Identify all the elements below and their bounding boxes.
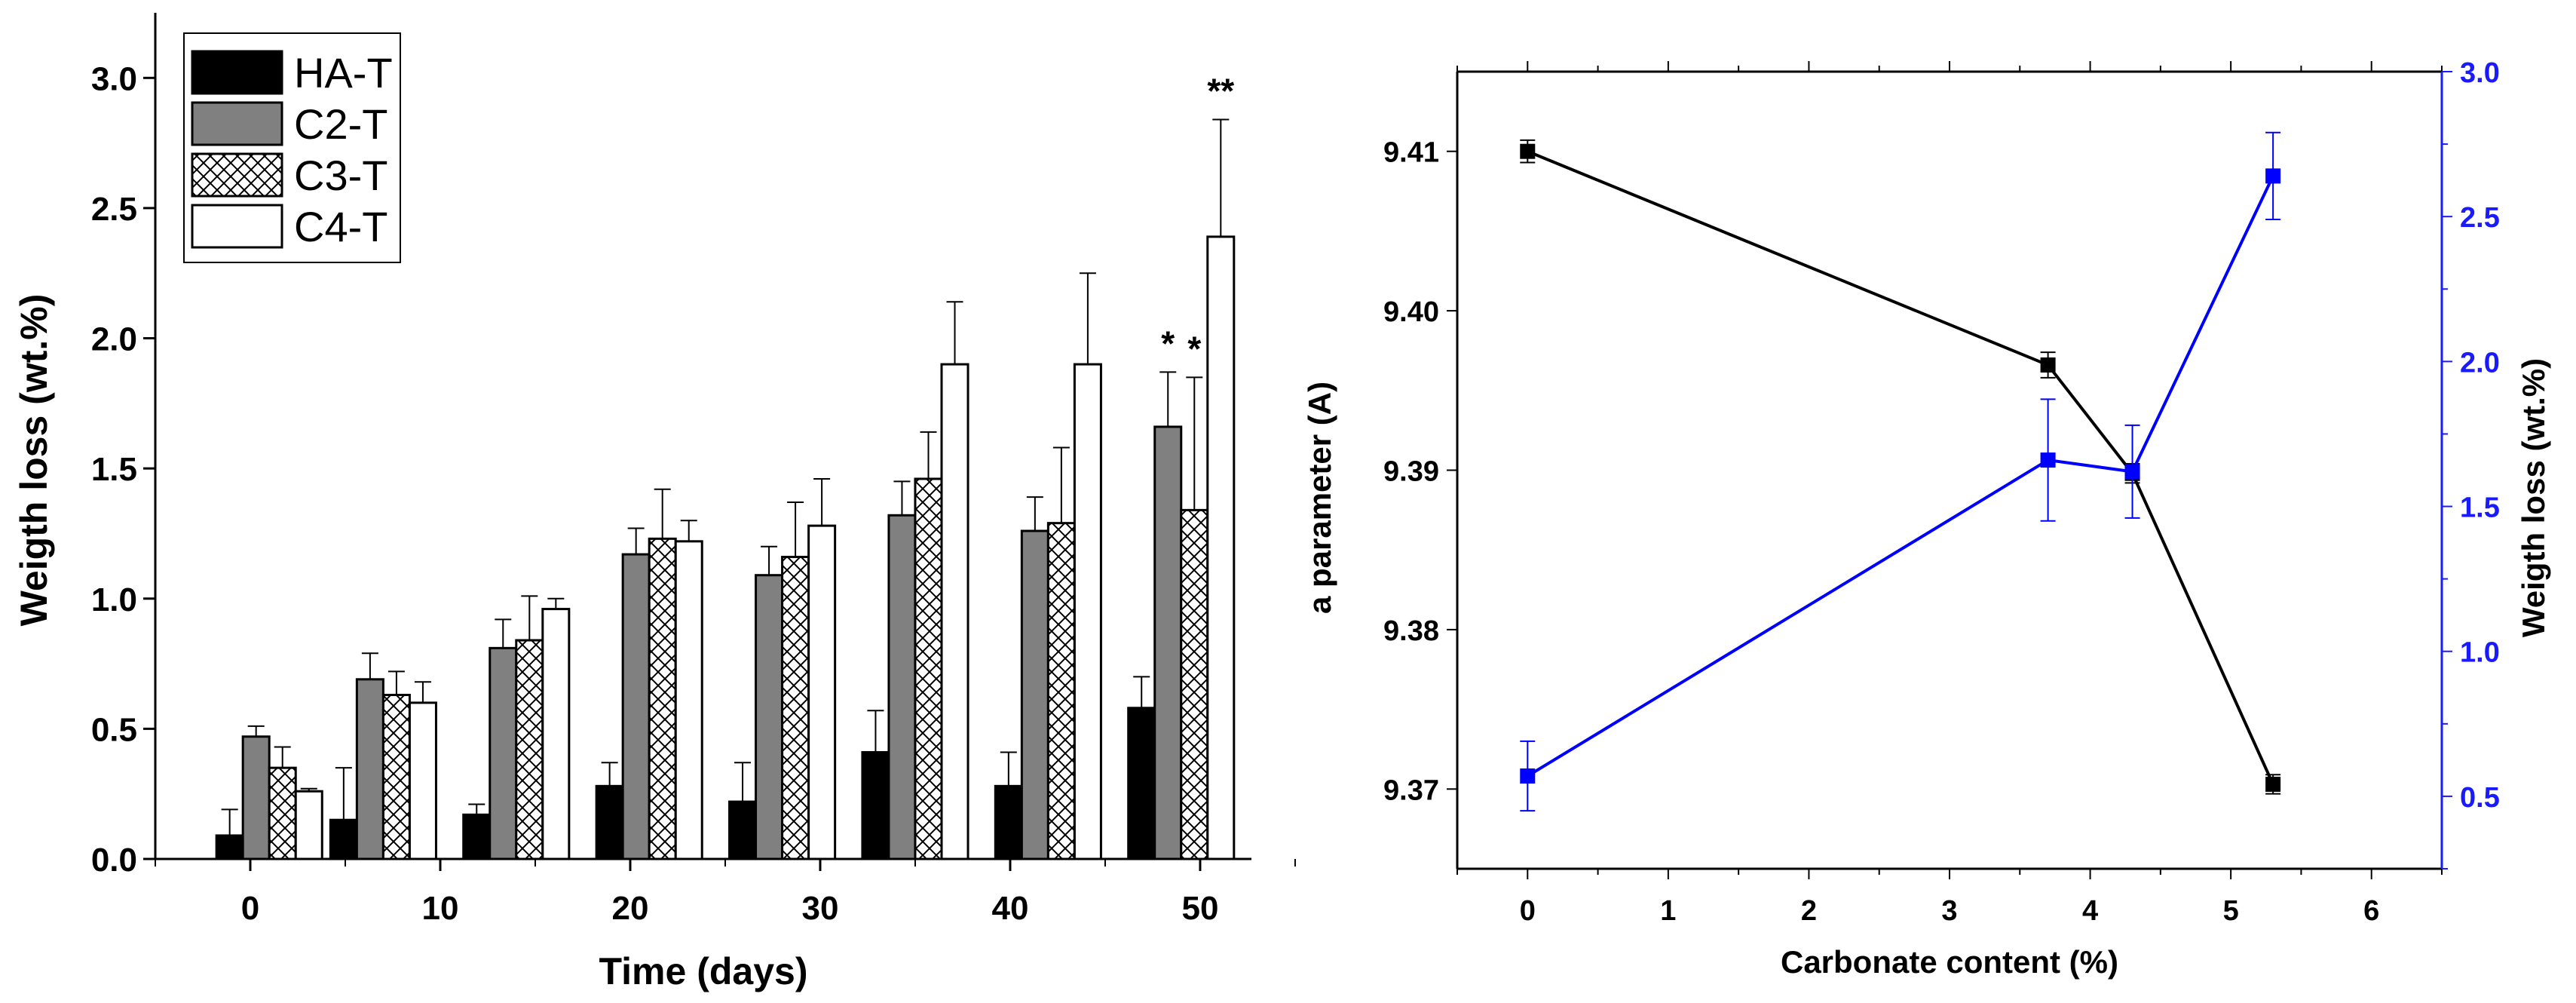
bar-c4-t: [807, 524, 837, 860]
legend-label: C3-T: [294, 152, 387, 199]
bar-c2-t: [621, 553, 651, 860]
x-axis-title: Time (days): [599, 950, 808, 992]
bar-c3-t: [381, 694, 411, 860]
legend-swatch-c4-t: [191, 204, 283, 249]
legend-swatch-ha-t: [191, 50, 283, 95]
bar-c3-t: [648, 537, 677, 860]
bar-ha-t: [462, 813, 492, 860]
bar-c2-t: [1153, 425, 1183, 860]
bar-ha-t: [1127, 707, 1156, 860]
line-marks: [1520, 131, 2281, 812]
y-axis-title: Weigth loss (wt.%): [13, 294, 55, 627]
x-tick-label: 0: [241, 890, 259, 927]
bar-c2-t: [887, 514, 917, 860]
bar-c2-t: [489, 646, 518, 860]
bar-c3-t: [268, 766, 297, 860]
bar-c4-t: [674, 540, 703, 860]
bar-c2-t: [241, 735, 271, 860]
x-tick-label: 10: [422, 890, 459, 927]
right-y-tick-label: 1.0: [2460, 637, 2500, 669]
x-tick-label: 4: [2082, 895, 2098, 927]
right-y-tick-label: 2.5: [2460, 202, 2500, 234]
bar-ha-t: [994, 784, 1023, 860]
left-chart-axes: 0 10 20 30 40 50 0.0 0.5 1.0 1.5 2.0 2.5 3.0: [91, 13, 1296, 927]
left-y-tick-label: 9.38: [1383, 615, 1439, 647]
bar-ha-t: [861, 750, 890, 860]
bar-c4-t: [940, 363, 969, 860]
left-y-tick-label: 9.40: [1383, 296, 1439, 328]
bar-c2-t: [1020, 529, 1049, 860]
right-y-tick-label: 3.0: [2460, 57, 2500, 89]
x-tick-label: 5: [2223, 895, 2239, 927]
weight-loss-bar-chart: * *** 0 10 20 30 40 500.00.51.01.52.02.53.0 Ti…: [13, 13, 1296, 992]
legend: HA-TC2-TC3-TC4-T: [183, 32, 401, 263]
left-y-tick-label: 9.37: [1383, 774, 1439, 806]
significance-marker: *: [1187, 329, 1201, 368]
significance-marker: **: [1207, 72, 1234, 111]
y-tick-label: 2.0: [91, 321, 137, 358]
y-tick-label: 1.0: [91, 581, 137, 618]
bar-ha-t: [595, 784, 624, 860]
data-point-right: [1520, 768, 1536, 784]
bar-c3-t: [781, 556, 810, 860]
y-tick-label: 0.0: [91, 842, 137, 879]
significance-marker: *: [1161, 324, 1175, 363]
data-point-right: [2124, 464, 2140, 480]
x-tick-label: 6: [2363, 895, 2379, 927]
x-tick-label: 20: [612, 890, 649, 927]
bar-c4-t: [541, 608, 571, 860]
right-y-tick-label: 0.5: [2460, 782, 2500, 814]
legend-swatch-c2-t: [191, 101, 283, 146]
data-point-right: [2040, 452, 2056, 468]
bar-ha-t: [215, 834, 244, 860]
left-y-tick-label: 9.39: [1383, 456, 1439, 488]
bar-c4-t: [294, 790, 323, 860]
right-y-tick-label: 2.0: [2460, 347, 2500, 379]
legend-label: C4-T: [294, 203, 387, 250]
left-y-axis-title: a parameter (A): [1302, 382, 1337, 614]
data-point-right: [2265, 168, 2281, 184]
data-point-left: [2265, 776, 2281, 792]
bar-ha-t: [329, 818, 358, 860]
bar-marks: * ***: [215, 72, 1236, 860]
bar-c3-t: [1046, 522, 1076, 860]
bar-c3-t: [1180, 508, 1209, 860]
legend-label: C2-T: [294, 100, 387, 148]
legend-label: HA-T: [294, 49, 393, 97]
legend-swatch-c3-t: [191, 152, 283, 198]
y-tick-label: 2.5: [91, 191, 137, 228]
right-y-axis-title: Weigth loss (wt.%): [2516, 358, 2551, 637]
x-tick-label: 1: [1660, 895, 1676, 927]
bar-c2-t: [355, 678, 384, 860]
y-tick-label: 1.5: [91, 451, 137, 488]
bar-c4-t: [1206, 235, 1236, 860]
x-tick-label: 3: [1941, 895, 1957, 927]
y-tick-label: 3.0: [91, 60, 137, 97]
right-chart-axes: 0 1 2 3 4 5 6 9.37 9.38 9.39 9.40 9.41 0.5 1.0 1.5 2.0 2…: [1383, 57, 2500, 927]
carbonate-line-chart: 0 1 2 3 4 5 6 9.37 9.38 9.39 9.40 9.41 0.5 1.0 1.5 2.0 2…: [1302, 57, 2551, 980]
series-line-right: [1527, 175, 2274, 778]
x-tick-label: 0: [1520, 895, 1536, 927]
bar-c4-t: [408, 701, 437, 860]
bar-ha-t: [728, 800, 758, 860]
data-point-left: [1520, 143, 1536, 159]
bar-c4-t: [1073, 363, 1102, 860]
data-point-left: [2040, 357, 2056, 373]
bar-c3-t: [515, 639, 544, 860]
x-tick-label: 50: [1181, 890, 1218, 927]
left-y-tick-label: 9.41: [1383, 137, 1439, 169]
right-y-tick-label: 1.5: [2460, 492, 2500, 524]
x-tick-label: 2: [1801, 895, 1817, 927]
x-tick-label: 30: [801, 890, 838, 927]
x-axis-title: Carbonate content (%): [1781, 944, 2118, 980]
y-tick-label: 0.5: [91, 711, 137, 748]
series-line-left: [1527, 149, 2274, 785]
bar-c2-t: [755, 574, 784, 860]
bar-c3-t: [914, 477, 943, 860]
x-tick-label: 40: [991, 890, 1028, 927]
